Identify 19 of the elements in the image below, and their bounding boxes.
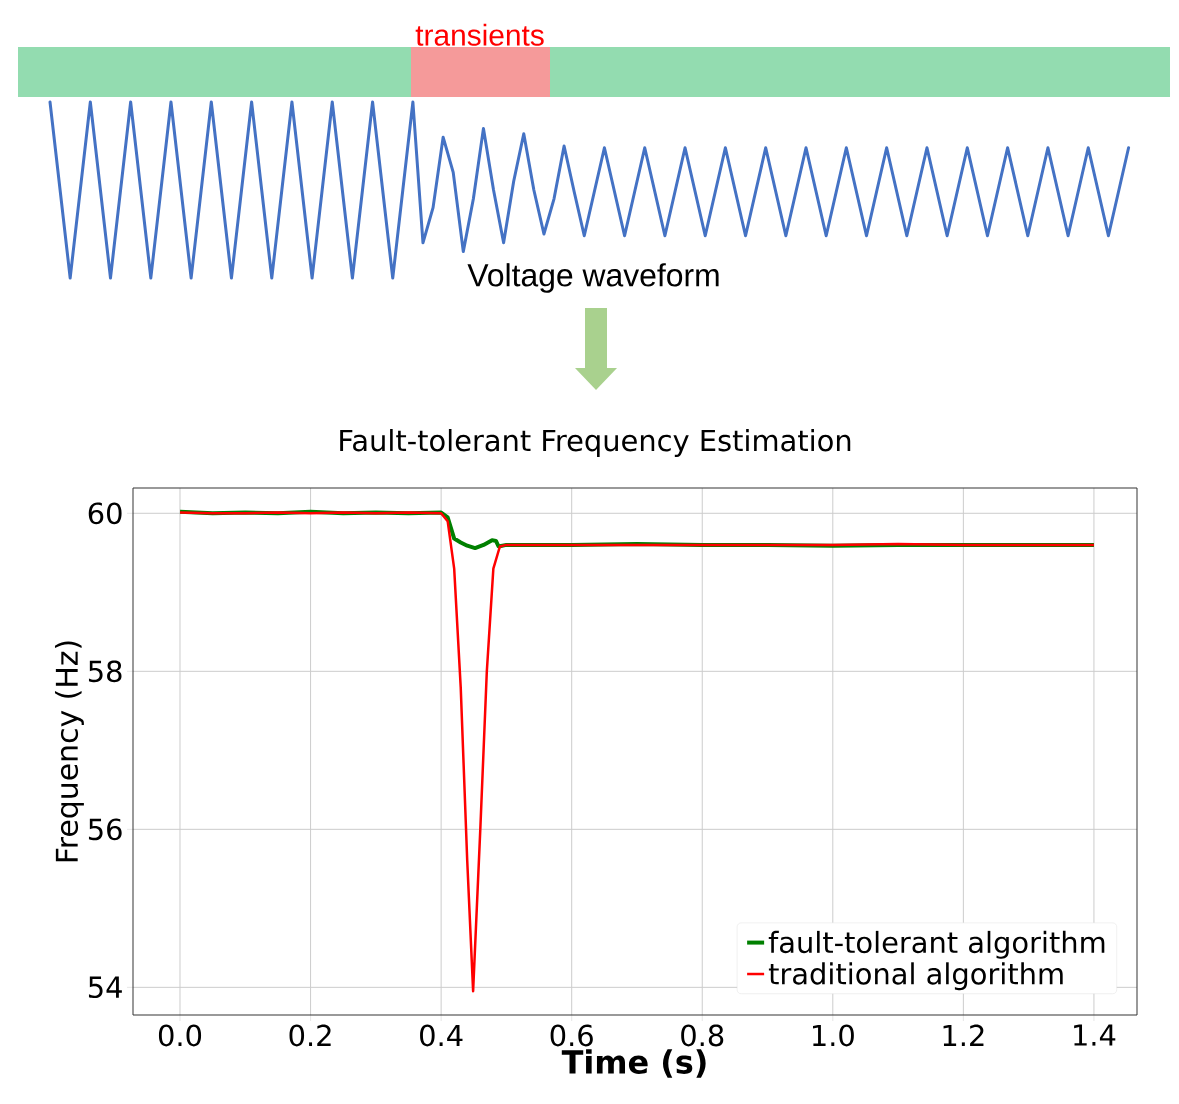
legend-label: fault-tolerant algorithm xyxy=(768,930,1105,959)
text: transients xyxy=(415,23,544,46)
x-tick-label: 1.0 xyxy=(813,1024,854,1047)
y-tick-label: 58 xyxy=(88,660,122,683)
x-tick-label: 0.6 xyxy=(550,1024,593,1047)
x-tick-label: 0.4 xyxy=(420,1024,463,1047)
y-tick-label: 54 xyxy=(88,976,122,999)
chart-title: Fault-tolerant Frequency Estimation xyxy=(340,429,851,457)
x-axis-title: Voltage waveform xyxy=(467,263,719,293)
y-axis-title: Frequency (Hz) xyxy=(54,641,84,862)
x-tick-label: 0.8 xyxy=(681,1024,724,1047)
x-tick-label: 1.2 xyxy=(943,1024,984,1046)
y-tick-label: 56 xyxy=(88,818,122,841)
x-tick-label: 0.2 xyxy=(289,1024,331,1047)
legend-label: traditional algorithm xyxy=(768,962,1063,991)
x-tick-label: 0.0 xyxy=(158,1024,202,1047)
x-tick-label: 1.4 xyxy=(1074,1024,1116,1046)
y-tick-label: 60 xyxy=(88,502,122,525)
x-axis-title: Time (s) xyxy=(561,1049,706,1078)
